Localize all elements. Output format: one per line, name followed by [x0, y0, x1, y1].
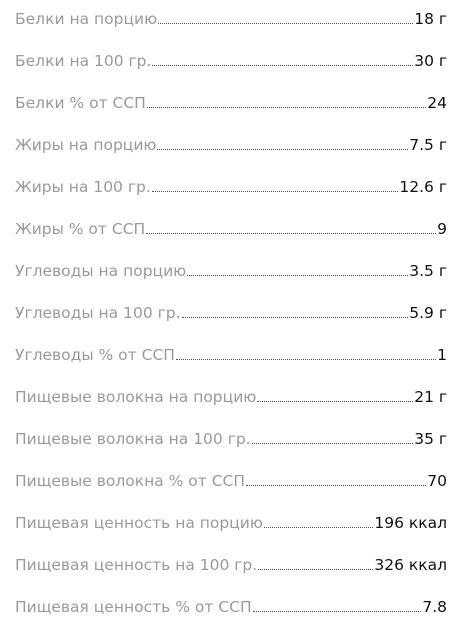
dotted-leader — [187, 275, 409, 276]
nutrition-row: Пищевая ценность на 100 гр. 326 ккал — [15, 552, 447, 574]
nutrition-row: Жиры % от ССП 9 — [15, 216, 447, 238]
dotted-leader — [257, 401, 414, 402]
nutrition-row: Белки на порцию 18 г — [15, 6, 447, 28]
nutrition-row: Углеводы на 100 гр. 5.9 г — [15, 300, 447, 322]
nutrition-row: Жиры на 100 гр. 12.6 г — [15, 174, 447, 196]
nutrient-value: 5.9 г — [409, 304, 447, 322]
nutrient-value: 12.6 г — [399, 178, 447, 196]
dotted-leader — [152, 65, 414, 66]
nutrition-row: Белки % от ССП 24 — [15, 90, 447, 112]
nutrient-label: Углеводы на порцию — [15, 262, 187, 280]
nutrient-label: Пищевая ценность на 100 гр. — [15, 556, 258, 574]
nutrient-label: Белки на 100 гр. — [15, 52, 152, 70]
nutrient-value: 7.8 — [422, 598, 447, 616]
nutrient-label: Углеводы на 100 гр. — [15, 304, 181, 322]
nutrient-value: 1 — [437, 346, 447, 364]
dotted-leader — [252, 611, 422, 612]
nutrient-value: 9 — [437, 220, 447, 238]
nutrient-value: 196 ккал — [374, 514, 447, 532]
nutrition-row: Пищевые волокна на порцию 21 г — [15, 384, 447, 406]
nutrition-row: Пищевые волокна на 100 гр. 35 г — [15, 426, 447, 448]
nutrient-label: Пищевые волокна на 100 гр. — [15, 430, 251, 448]
nutrition-row: Углеводы на порцию 3.5 г — [15, 258, 447, 280]
dotted-leader — [251, 443, 414, 444]
dotted-leader — [263, 527, 374, 528]
dotted-leader — [175, 359, 437, 360]
nutrient-label: Пищевая ценность % от ССП — [15, 598, 252, 616]
nutrient-value: 70 — [427, 472, 447, 490]
nutrition-row: Пищевая ценность на порцию 196 ккал — [15, 510, 447, 532]
dotted-leader — [158, 23, 414, 24]
dotted-leader — [146, 233, 437, 234]
dotted-leader — [258, 569, 374, 570]
nutrient-value: 7.5 г — [409, 136, 447, 154]
nutrient-value: 35 г — [414, 430, 447, 448]
dotted-leader — [151, 191, 399, 192]
nutrient-label: Белки % от ССП — [15, 94, 146, 112]
dotted-leader — [246, 485, 427, 486]
nutrient-value: 326 ккал — [374, 556, 447, 574]
nutrient-label: Жиры на 100 гр. — [15, 178, 151, 196]
nutrient-label: Пищевая ценность на порцию — [15, 514, 263, 532]
nutrient-value: 3.5 г — [409, 262, 447, 280]
nutrition-row: Пищевая ценность % от ССП 7.8 — [15, 594, 447, 616]
nutrient-label: Жиры % от ССП — [15, 220, 146, 238]
nutrient-label: Пищевые волокна на порцию — [15, 388, 257, 406]
nutrition-row: Жиры на порцию 7.5 г — [15, 132, 447, 154]
nutrient-value: 24 — [427, 94, 447, 112]
nutrient-value: 18 г — [414, 10, 447, 28]
dotted-leader — [146, 107, 427, 108]
nutrition-row: Пищевые волокна % от ССП 70 — [15, 468, 447, 490]
nutrient-label: Пищевые волокна % от ССП — [15, 472, 246, 490]
nutrition-row: Белки на 100 гр. 30 г — [15, 48, 447, 70]
nutrient-value: 21 г — [414, 388, 447, 406]
dotted-leader — [157, 149, 409, 150]
nutrient-label: Белки на порцию — [15, 10, 158, 28]
nutrition-row: Углеводы % от ССП 1 — [15, 342, 447, 364]
nutrient-value: 30 г — [414, 52, 447, 70]
nutrient-label: Жиры на порцию — [15, 136, 157, 154]
dotted-leader — [181, 317, 409, 318]
nutrient-label: Углеводы % от ССП — [15, 346, 175, 364]
